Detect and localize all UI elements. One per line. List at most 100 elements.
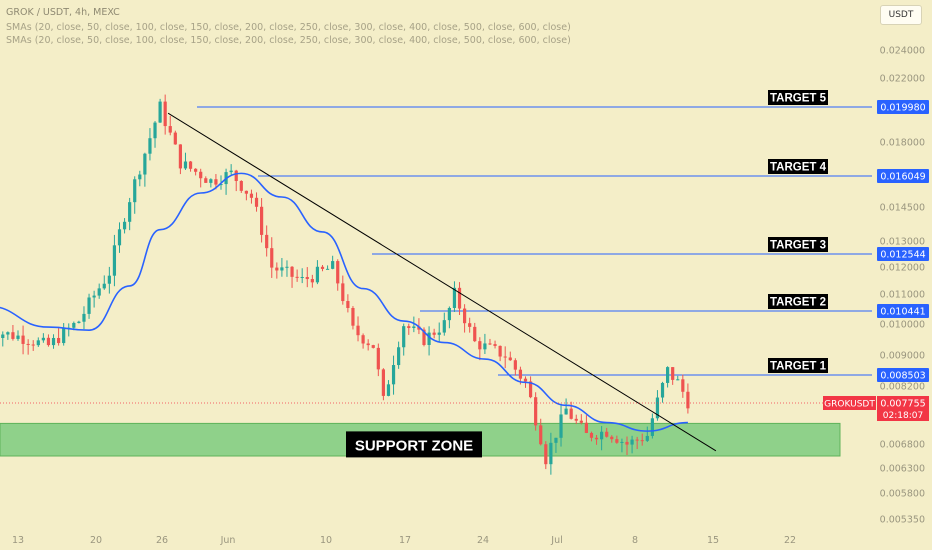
candle-body [655, 397, 660, 419]
candle-body [549, 442, 553, 465]
candle-body [422, 329, 426, 345]
target-price-1: 0.008503 [880, 371, 925, 382]
candle-body [625, 441, 629, 445]
candle-body [686, 391, 690, 409]
y-axis: 0.024000 0.022000 0.018000 0.014500 0.013000… [880, 46, 925, 526]
candle-body [249, 193, 254, 198]
x-tick-label: Jul [550, 535, 562, 546]
candle-body [199, 171, 203, 179]
candle-body [6, 332, 10, 335]
indicator-line-2: SMAs (20, close, 50, close, 100, close, … [6, 35, 571, 46]
candle-body [265, 234, 269, 249]
candle-body [204, 178, 208, 183]
candle-body [605, 431, 609, 437]
target-price-3: 0.012544 [880, 250, 925, 261]
target-label-4: TARGET 4 [770, 162, 827, 174]
y-tick-label: 0.014500 [880, 203, 925, 214]
target-price-badge-3 [877, 247, 929, 261]
x-tick-label: 15 [707, 535, 719, 546]
candle-body [615, 439, 619, 443]
candle-body [528, 381, 533, 398]
candle-body [589, 432, 594, 438]
candle-body [503, 356, 507, 358]
candle-body [391, 365, 396, 385]
candle-body [417, 326, 421, 330]
support-zone-label: SUPPORT ZONE [355, 437, 473, 454]
candle-body [117, 229, 122, 246]
symbol-line: GROK / USDT, 4h, MEXC [6, 7, 120, 18]
candle-body [128, 202, 132, 222]
candle-body [376, 347, 380, 370]
candle-body [478, 341, 482, 350]
candle-body [381, 369, 385, 396]
candle-body [473, 326, 477, 342]
candle-body [290, 266, 294, 277]
candle-body [36, 340, 40, 346]
support-zone: SUPPORT ZONE [0, 422, 841, 458]
candle-body [650, 418, 654, 436]
candle-body [82, 313, 86, 322]
y-tick-label: 0.008200 [880, 382, 925, 393]
candle-body [138, 174, 142, 180]
candle-body [584, 422, 588, 433]
current-price-badge [877, 396, 929, 421]
candle-body [107, 275, 111, 284]
candle-body [640, 440, 644, 442]
candle-body [26, 343, 30, 345]
y-tick-label: 0.018000 [880, 138, 925, 149]
candle-body [209, 179, 213, 183]
candle-body [402, 326, 406, 348]
candle-body [87, 297, 91, 314]
candle-body [112, 245, 117, 276]
candle-body [600, 431, 604, 440]
y-tick-label: 0.009000 [880, 351, 925, 362]
candle-body [21, 335, 25, 344]
candle-body [554, 437, 558, 443]
indicator-line-1: SMAs (20, close, 50, close, 100, close, … [6, 22, 571, 33]
x-tick-label: 24 [477, 535, 489, 546]
candle-body [219, 184, 223, 186]
target-price-badge-4 [877, 169, 929, 183]
symbol-badge-text: GROKUSDT [824, 400, 875, 410]
candle-body [660, 382, 665, 398]
target-label-box-1 [768, 358, 828, 373]
candle-body [559, 414, 563, 438]
candle-body [569, 408, 573, 419]
candle-body [1, 334, 5, 338]
candle-body [214, 179, 218, 185]
y-tick-label: 0.010000 [880, 320, 925, 331]
candlestick-series [1, 94, 690, 475]
trendline-line [167, 112, 717, 452]
candle-body [635, 439, 639, 441]
y-tick-label: 0.024000 [880, 46, 925, 57]
candle-body [183, 161, 188, 169]
target-label-box-2 [768, 294, 828, 309]
x-axis: 13 20 26 Jun 10 17 24 Jul 8 15 22 [12, 535, 796, 546]
candle-body [645, 435, 649, 441]
currency-button[interactable]: USDT [880, 5, 922, 25]
candle-body [386, 384, 391, 396]
candle-body [508, 357, 512, 361]
y-tick-label: 0.005350 [880, 515, 925, 526]
support-zone-label-box [346, 431, 482, 458]
target-label-2: TARGET 2 [770, 297, 826, 309]
candle-body [336, 261, 340, 284]
target-price-badge-1 [877, 368, 929, 382]
candle-body [676, 379, 680, 381]
x-tick-label: 17 [399, 535, 411, 546]
candle-body [437, 332, 441, 335]
candle-body [356, 325, 360, 336]
candle-body [488, 343, 492, 345]
target-label-box-3 [768, 237, 828, 252]
target-lines: TARGET 5 0.019980 TARGET 4 0.016049 TARGET 3… [197, 90, 929, 382]
candle-body [331, 261, 335, 269]
target-label-3: TARGET 3 [770, 240, 826, 252]
candle-body [534, 397, 538, 426]
candle-body [16, 335, 20, 339]
x-tick-label: 8 [632, 535, 638, 546]
target-price-5: 0.019980 [880, 103, 925, 114]
candle-body [361, 335, 365, 344]
candle-body [412, 326, 416, 328]
sma-line [0, 172, 688, 432]
